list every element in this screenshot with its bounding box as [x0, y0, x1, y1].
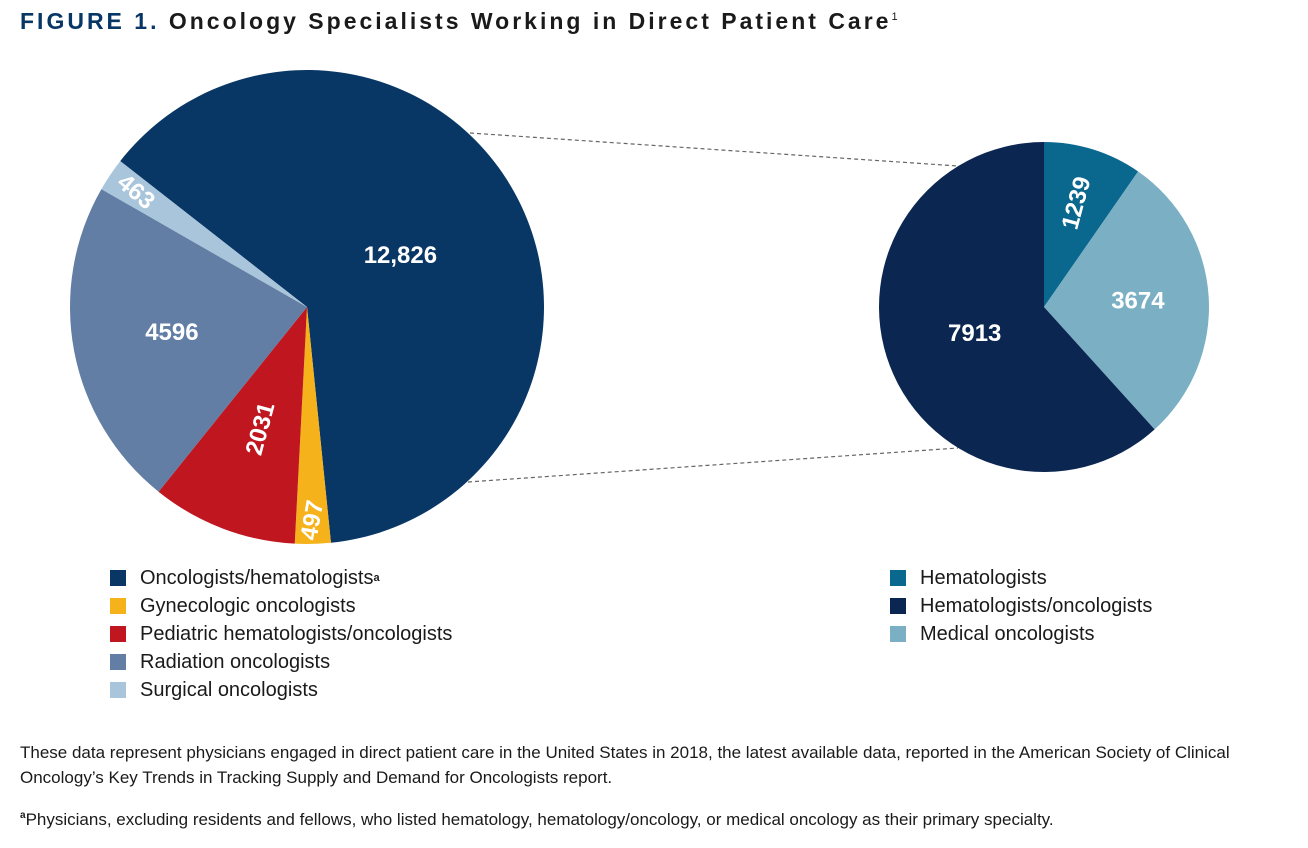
- pie-slice-pediatric-hematologists-oncologists: [158, 307, 307, 544]
- legend-swatch: [110, 654, 126, 670]
- legend-swatch: [110, 682, 126, 698]
- legend-item: Medical oncologists: [890, 620, 1152, 648]
- legend-item: Gynecologic oncologists: [110, 592, 452, 620]
- legend-item: Pediatric hematologists/oncologists: [110, 620, 452, 648]
- legend-swatch: [890, 598, 906, 614]
- legend-label: Radiation oncologists: [140, 650, 331, 673]
- legend-item: Surgical oncologists: [110, 676, 452, 704]
- legend-swatch: [890, 570, 906, 586]
- legend-swatch: [110, 598, 126, 614]
- legend-label: Surgical oncologists: [140, 678, 318, 701]
- pie-slice-hematologists-oncologists: [878, 141, 1155, 472]
- pie-slice-surgical-oncologists: [101, 161, 307, 307]
- figure-title-text: Oncology Specialists Working in Direct P…: [168, 8, 892, 34]
- slice-label-medical-oncologists: 3674: [1111, 288, 1165, 315]
- pie-slice-hematologists: [1044, 142, 1139, 307]
- footnote: aPhysicians, excluding residents and fel…: [20, 803, 1290, 832]
- legend-label: Oncologists/hematologists: [140, 566, 374, 589]
- footnote-text: Physicians, excluding residents and fell…: [25, 810, 1054, 829]
- title-footnote-ref: 1: [891, 11, 898, 23]
- connector-line-top: [469, 132, 959, 167]
- legend-label: Gynecologic oncologists: [140, 594, 356, 617]
- legend-swatch: [110, 626, 126, 642]
- legend-label: Pediatric hematologists/oncologists: [140, 622, 453, 645]
- pie-slice-oncologists-hematologists: [120, 70, 544, 543]
- figure-title: FIGURE 1. Oncology Specialists Working i…: [20, 8, 898, 35]
- pie-slice-gynecologic-oncologists: [294, 307, 331, 544]
- pie-slice-radiation-oncologists: [70, 189, 307, 492]
- legend-item: Oncologists/hematologists a: [110, 564, 452, 592]
- footer-text: These data represent physicians engaged …: [20, 743, 1230, 787]
- slice-label-radiation-oncologists: 4596: [145, 319, 198, 346]
- legend-item: Hematologists: [890, 564, 1152, 592]
- pie-slice-medical-oncologists: [1044, 171, 1209, 430]
- slice-label-hematologists-oncologists: 7913: [948, 320, 1001, 347]
- legend-left: Oncologists/hematologists a Gynecologic o…: [110, 564, 452, 704]
- legend-label: Hematologists: [920, 566, 1047, 589]
- legend-label: Hematologists/oncologists: [920, 594, 1153, 617]
- connector-line-bottom: [467, 447, 959, 483]
- footnote-marker: a: [20, 810, 26, 821]
- figure-label: FIGURE 1.: [20, 8, 160, 34]
- legend-item: Hematologists/oncologists: [890, 592, 1152, 620]
- legend-label: Medical oncologists: [920, 622, 1095, 645]
- legend-item: Radiation oncologists: [110, 648, 452, 676]
- legend-swatch: [890, 626, 906, 642]
- legend-right: Hematologists Hematologists/oncologists …: [890, 564, 1152, 648]
- slice-label-oncologists-hematologists: 12,826: [364, 242, 437, 269]
- legend-swatch: [110, 570, 126, 586]
- legend-footnote-ref: a: [373, 572, 380, 584]
